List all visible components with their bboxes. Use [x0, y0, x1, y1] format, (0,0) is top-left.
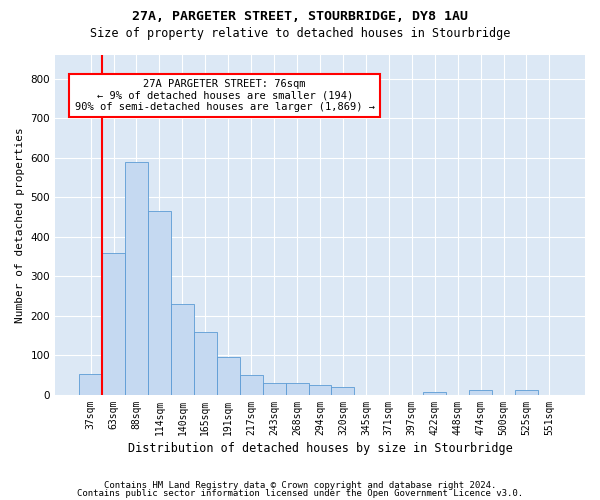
Y-axis label: Number of detached properties: Number of detached properties	[15, 127, 25, 323]
Bar	[194, 332, 217, 395]
Bar	[240, 375, 263, 395]
X-axis label: Distribution of detached houses by size in Stourbridge: Distribution of detached houses by size …	[128, 442, 512, 455]
Text: Contains public sector information licensed under the Open Government Licence v3: Contains public sector information licen…	[77, 488, 523, 498]
Bar	[148, 211, 171, 395]
Bar	[423, 392, 446, 395]
Bar	[308, 385, 331, 395]
Text: 27A PARGETER STREET: 76sqm
← 9% of detached houses are smaller (194)
90% of semi: 27A PARGETER STREET: 76sqm ← 9% of detac…	[74, 79, 374, 112]
Bar	[102, 252, 125, 395]
Bar	[171, 304, 194, 395]
Text: Size of property relative to detached houses in Stourbridge: Size of property relative to detached ho…	[90, 28, 510, 40]
Bar	[263, 383, 286, 395]
Bar	[125, 162, 148, 395]
Bar	[79, 374, 102, 395]
Text: 27A, PARGETER STREET, STOURBRIDGE, DY8 1AU: 27A, PARGETER STREET, STOURBRIDGE, DY8 1…	[132, 10, 468, 23]
Bar	[515, 390, 538, 395]
Bar	[286, 383, 308, 395]
Text: Contains HM Land Registry data © Crown copyright and database right 2024.: Contains HM Land Registry data © Crown c…	[104, 481, 496, 490]
Bar	[217, 356, 240, 395]
Bar	[331, 387, 355, 395]
Bar	[469, 390, 492, 395]
